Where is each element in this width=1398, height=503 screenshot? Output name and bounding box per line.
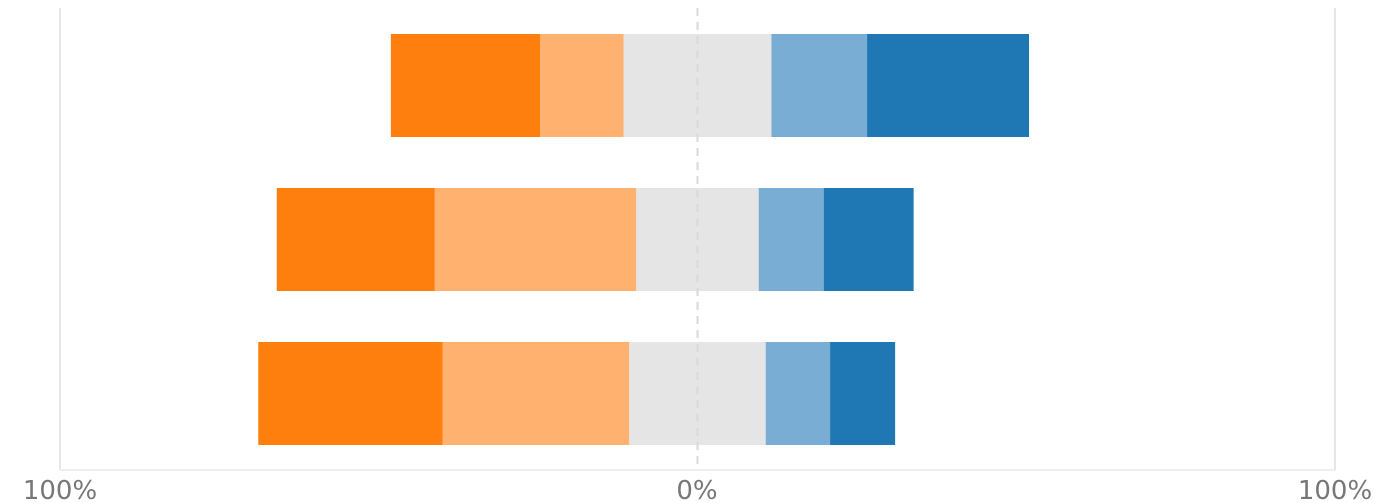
bar-segment-1-2	[540, 34, 624, 137]
bar-segment-2-5	[758, 188, 824, 291]
bar-segment-1-4	[697, 34, 772, 137]
bar-segment-1-1	[390, 34, 541, 137]
bar-segment-3-6	[830, 342, 896, 445]
bar-segment-3-3	[629, 342, 698, 445]
bar-segment-2-2	[434, 188, 637, 291]
bar-segment-3-5	[765, 342, 831, 445]
bar-segment-2-6	[823, 188, 914, 291]
bar-segment-3-4	[697, 342, 766, 445]
bar-segment-1-6	[867, 34, 1029, 137]
bar-segment-1-3	[623, 34, 698, 137]
bar-segment-2-4	[697, 188, 759, 291]
bar-segment-1-5	[771, 34, 868, 137]
tick-label-center: 0%	[676, 476, 717, 503]
x-axis-ticks: 100% 0% 100%	[23, 476, 1372, 503]
bar-row-2	[276, 188, 914, 291]
bar-segment-2-3	[636, 188, 698, 291]
tick-label-right: 100%	[1298, 476, 1372, 503]
bars	[258, 34, 1029, 445]
bar-row-3	[258, 342, 896, 445]
grid-lines	[59, 8, 1336, 471]
tick-label-left: 100%	[23, 476, 97, 503]
bar-segment-3-1	[258, 342, 443, 445]
bar-segment-2-1	[276, 188, 435, 291]
bar-segment-3-2	[442, 342, 630, 445]
bar-row-1	[390, 34, 1029, 137]
